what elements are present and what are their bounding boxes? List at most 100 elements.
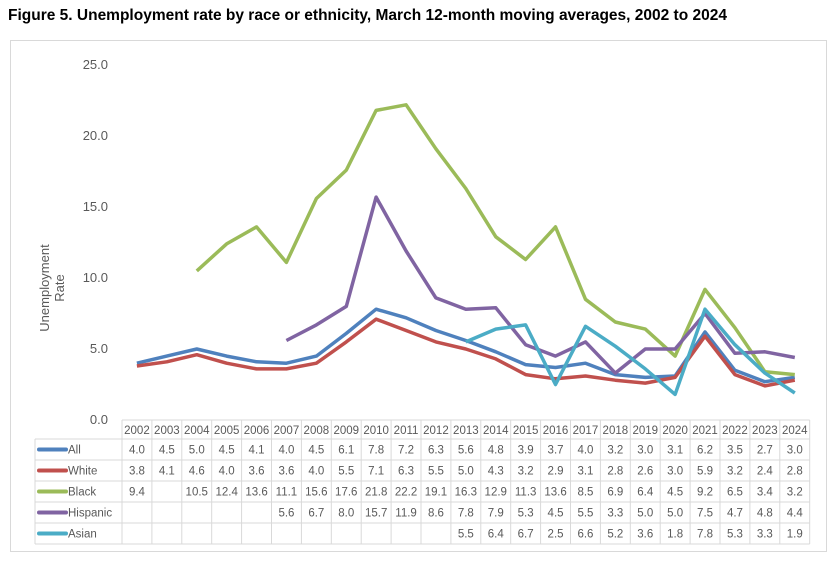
x-tick-label: 2013 (453, 425, 479, 437)
data-label: 6.7 (518, 529, 534, 541)
data-label: 4.0 (308, 466, 324, 478)
x-tick-label: 2009 (333, 425, 359, 437)
data-label: 7.9 (488, 508, 504, 520)
data-label: 6.5 (727, 487, 743, 499)
series-line-hispanic (285, 195, 796, 375)
data-label: 3.3 (607, 508, 623, 520)
data-label: 3.5 (727, 445, 743, 457)
data-label: 5.2 (607, 529, 623, 541)
x-tick-label: 2006 (244, 425, 270, 437)
data-label: 10.5 (186, 487, 208, 499)
data-label: 4.0 (577, 445, 593, 457)
data-label: 5.9 (697, 466, 713, 478)
data-label: 13.6 (544, 487, 566, 499)
data-label: 5.6 (458, 445, 474, 457)
y-tick-label: 0.0 (90, 412, 108, 427)
legend-label: Hispanic (68, 508, 112, 520)
data-label: 4.0 (278, 445, 294, 457)
y-tick-label: 20.0 (83, 128, 108, 143)
data-label: 8.0 (338, 508, 354, 520)
data-label: 2.4 (757, 466, 774, 478)
data-label: 4.8 (757, 508, 773, 520)
data-label: 3.6 (637, 529, 653, 541)
data-label: 6.9 (607, 487, 623, 499)
data-label: 15.7 (365, 508, 387, 520)
series-line-black (195, 103, 795, 377)
data-label: 3.3 (757, 529, 773, 541)
legend-label: All (68, 445, 81, 457)
data-label: 19.1 (425, 487, 447, 499)
data-label: 3.6 (249, 466, 265, 478)
legend-label: Asian (68, 529, 97, 541)
data-label: 5.5 (577, 508, 593, 520)
data-label: 16.3 (455, 487, 477, 499)
x-tick-label: 2019 (632, 425, 658, 437)
x-tick-label: 2010 (363, 425, 389, 437)
data-label: 3.0 (787, 445, 803, 457)
data-label: 6.2 (697, 445, 713, 457)
x-tick-label: 2004 (184, 425, 210, 437)
x-tick-label: 2007 (274, 425, 300, 437)
data-label: 4.5 (548, 508, 564, 520)
y-tick-label: 15.0 (83, 199, 108, 214)
data-label: 5.5 (458, 529, 474, 541)
chart-frame: Unemployment Rate (10, 40, 827, 552)
data-label: 6.3 (398, 466, 414, 478)
data-label: 11.1 (276, 487, 298, 499)
data-label: 22.2 (395, 487, 417, 499)
data-label: 4.0 (219, 466, 235, 478)
data-label: 4.3 (488, 466, 504, 478)
data-label: 3.7 (548, 445, 564, 457)
data-label: 7.1 (368, 466, 384, 478)
data-label: 4.5 (667, 487, 683, 499)
data-label: 5.5 (338, 466, 354, 478)
data-label: 4.8 (488, 445, 504, 457)
x-tick-label: 2018 (603, 425, 629, 437)
data-label: 3.9 (518, 445, 534, 457)
data-label: 9.2 (697, 487, 713, 499)
data-label: 3.2 (607, 445, 623, 457)
data-label: 5.5 (428, 466, 444, 478)
data-label: 13.6 (245, 487, 267, 499)
x-tick-label: 2014 (483, 425, 509, 437)
x-tick-label: 2022 (722, 425, 748, 437)
data-label: 6.7 (308, 508, 324, 520)
x-tick-label: 2021 (692, 425, 718, 437)
data-label: 5.3 (727, 529, 743, 541)
x-tick-label: 2005 (214, 425, 240, 437)
x-tick-label: 2015 (513, 425, 539, 437)
data-label: 4.1 (249, 445, 265, 457)
data-label: 11.3 (515, 487, 537, 499)
data-label: 5.6 (278, 508, 294, 520)
data-label: 3.0 (667, 466, 683, 478)
legend-label: White (68, 466, 97, 478)
data-label: 1.9 (787, 529, 803, 541)
data-label: 9.4 (129, 487, 146, 499)
data-label: 17.6 (335, 487, 357, 499)
data-label: 3.2 (518, 466, 534, 478)
x-tick-label: 2003 (154, 425, 180, 437)
series-line-all (136, 307, 796, 384)
data-label: 3.8 (129, 466, 145, 478)
data-label: 1.8 (667, 529, 683, 541)
data-label: 4.1 (159, 466, 175, 478)
data-label: 6.4 (637, 487, 654, 499)
data-label: 3.2 (787, 487, 803, 499)
data-label: 3.1 (667, 445, 683, 457)
data-label: 7.8 (458, 508, 474, 520)
data-label: 2.6 (637, 466, 653, 478)
data-label: 4.5 (308, 445, 324, 457)
x-tick-label: 2017 (573, 425, 599, 437)
data-label: 5.0 (667, 508, 683, 520)
x-tick-label: 2002 (124, 425, 150, 437)
data-label: 5.0 (189, 445, 205, 457)
data-label: 7.8 (368, 445, 384, 457)
data-label: 4.5 (159, 445, 175, 457)
data-label: 7.2 (398, 445, 414, 457)
data-label: 21.8 (365, 487, 387, 499)
data-label: 4.4 (787, 508, 804, 520)
data-label: 5.0 (458, 466, 474, 478)
data-label: 2.5 (548, 529, 564, 541)
data-label: 8.5 (577, 487, 593, 499)
